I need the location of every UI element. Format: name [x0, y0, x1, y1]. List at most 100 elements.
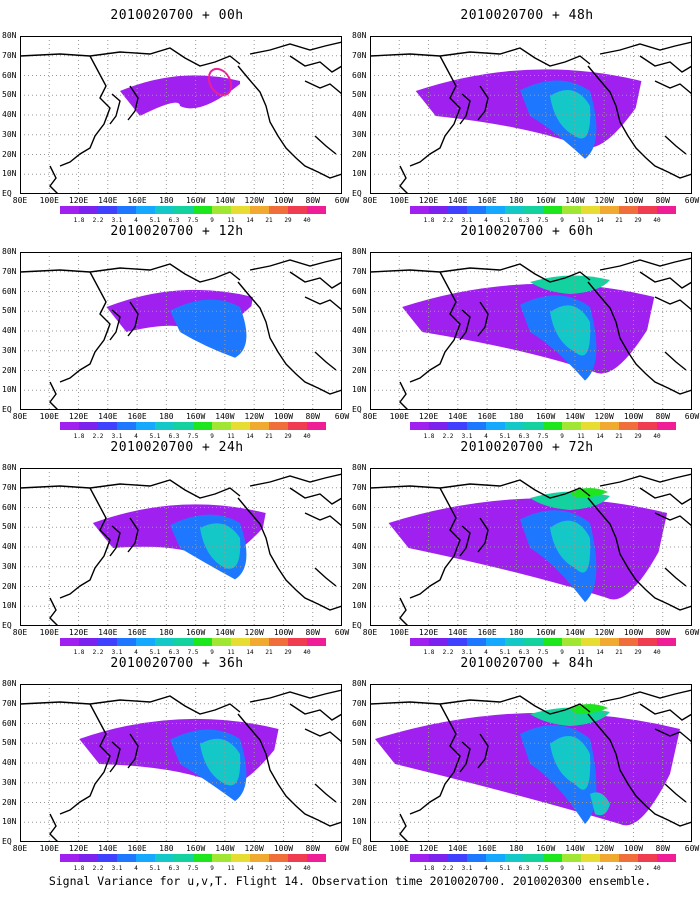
longitude-label: 80W	[305, 628, 320, 637]
colorbar-label: 1.8	[423, 433, 435, 440]
colorbar-label: 5.1	[499, 865, 511, 872]
coastline	[59, 703, 111, 815]
latitude-label: 60N	[2, 286, 17, 296]
colorbar-swatch	[269, 422, 288, 430]
variance-map	[370, 36, 692, 194]
colorbar-swatch	[136, 422, 155, 430]
longitude-label: 160E	[477, 196, 497, 205]
latitude-label: 10N	[2, 169, 17, 179]
longitude-label: 120E	[418, 844, 439, 853]
longitude-label: 180	[159, 628, 174, 637]
latitude-label: 10N	[352, 385, 367, 395]
longitude-label: 160W	[535, 412, 556, 421]
colorbar-swatch	[638, 854, 657, 862]
colorbar-swatch	[524, 854, 543, 862]
colorbar-swatch	[231, 854, 250, 862]
colorbar-swatch	[307, 206, 326, 214]
longitude-label: 180	[509, 844, 524, 853]
longitude-label: 140E	[448, 196, 468, 205]
longitude-label: 120W	[244, 628, 264, 637]
colorbar	[410, 638, 676, 646]
longitude-label: 140W	[565, 844, 585, 853]
coastline	[599, 257, 692, 271]
map-panel: 2010020700 + 36h 80N 70N 60N 50N 40N 30N 20N 10N…	[2, 656, 349, 872]
colorbar-label: 21	[615, 433, 623, 440]
colorbar-label: 4	[484, 217, 488, 224]
longitude-label: 140E	[448, 412, 468, 421]
longitude-label: 120W	[594, 196, 614, 205]
colorbar-label: 5.1	[149, 865, 161, 872]
colorbar-label: 21	[615, 217, 623, 224]
latitude-label: 10N	[2, 385, 17, 395]
colorbar-swatch	[212, 422, 231, 430]
latitude-label: 10N	[352, 601, 367, 611]
colorbar-swatch	[619, 854, 638, 862]
colorbar-label: 3.1	[111, 217, 123, 224]
colorbar-swatch	[410, 638, 429, 646]
colorbar-label: 6.3	[168, 433, 180, 440]
latitude-label: 30N	[352, 345, 367, 355]
colorbar-label: 3.1	[461, 865, 473, 872]
colorbar-swatch	[250, 206, 269, 214]
latitude-label: 30N	[2, 129, 17, 139]
longitude-label: 180	[509, 196, 524, 205]
colorbar	[410, 854, 676, 862]
colorbar-label: 6.3	[168, 649, 180, 656]
coastline	[109, 525, 121, 557]
colorbar-label: 14	[596, 649, 604, 656]
longitude-label: 160W	[535, 628, 556, 637]
variance-contour	[590, 792, 610, 816]
latitude-label: 20N	[352, 797, 367, 807]
longitude-label: 160E	[127, 196, 147, 205]
coastline	[654, 512, 692, 527]
colorbar-swatch	[174, 206, 193, 214]
latitude-label: 70N	[352, 698, 367, 708]
colorbar-label: 7.5	[537, 433, 549, 440]
coastline	[587, 713, 692, 827]
coastline	[127, 517, 139, 553]
coastline	[249, 257, 342, 271]
colorbar-swatch	[638, 638, 657, 646]
colorbar-label: 4	[484, 865, 488, 872]
colorbar-label: 1.8	[73, 217, 85, 224]
latitude-label: 50N	[352, 306, 367, 316]
variance-contour	[550, 90, 591, 139]
coastline	[20, 47, 241, 67]
longitude-label: 80W	[305, 196, 320, 205]
variance-map	[20, 684, 342, 842]
latitude-label: 80N	[352, 31, 367, 40]
map-frame	[20, 684, 342, 842]
latitude-label: 80N	[2, 247, 17, 256]
longitude-label: 140W	[565, 412, 585, 421]
colorbar-label: 11	[227, 433, 235, 440]
coastline	[664, 135, 687, 155]
colorbar-swatch	[117, 638, 136, 646]
longitude-label: 100E	[389, 844, 409, 853]
longitude-label: 140E	[448, 844, 468, 853]
map-panel: 2010020700 + 00h 80N 70N 60N 50N 40N 30N 20N 10N…	[2, 8, 349, 224]
coastline	[587, 281, 692, 395]
colorbar-label: 1.8	[423, 649, 435, 656]
longitude-label: 180	[509, 412, 524, 421]
colorbar-label: 5.1	[499, 649, 511, 656]
colorbar-swatch	[410, 422, 429, 430]
colorbar-swatch	[467, 422, 486, 430]
panel-title: 2010020700 + 60h	[460, 224, 594, 239]
latitude-label: 20N	[2, 797, 17, 807]
colorbar-swatch	[505, 854, 524, 862]
latitude-label: 50N	[2, 522, 17, 532]
colorbar-label: 14	[596, 433, 604, 440]
coastline	[289, 55, 342, 73]
latitude-label: 30N	[352, 129, 367, 139]
longitude-label: 100W	[273, 844, 294, 853]
colorbar-label: 2.2	[442, 865, 454, 872]
latitude-label: 20N	[352, 581, 367, 591]
colorbar-swatch	[288, 854, 307, 862]
colorbar-label: 11	[577, 649, 585, 656]
colorbar	[410, 422, 676, 430]
latitude-label: 20N	[2, 365, 17, 375]
longitude-label: 60W	[684, 628, 700, 637]
colorbar-label: 9	[210, 865, 214, 872]
coastline	[59, 271, 111, 383]
longitude-label: 60W	[334, 196, 350, 205]
